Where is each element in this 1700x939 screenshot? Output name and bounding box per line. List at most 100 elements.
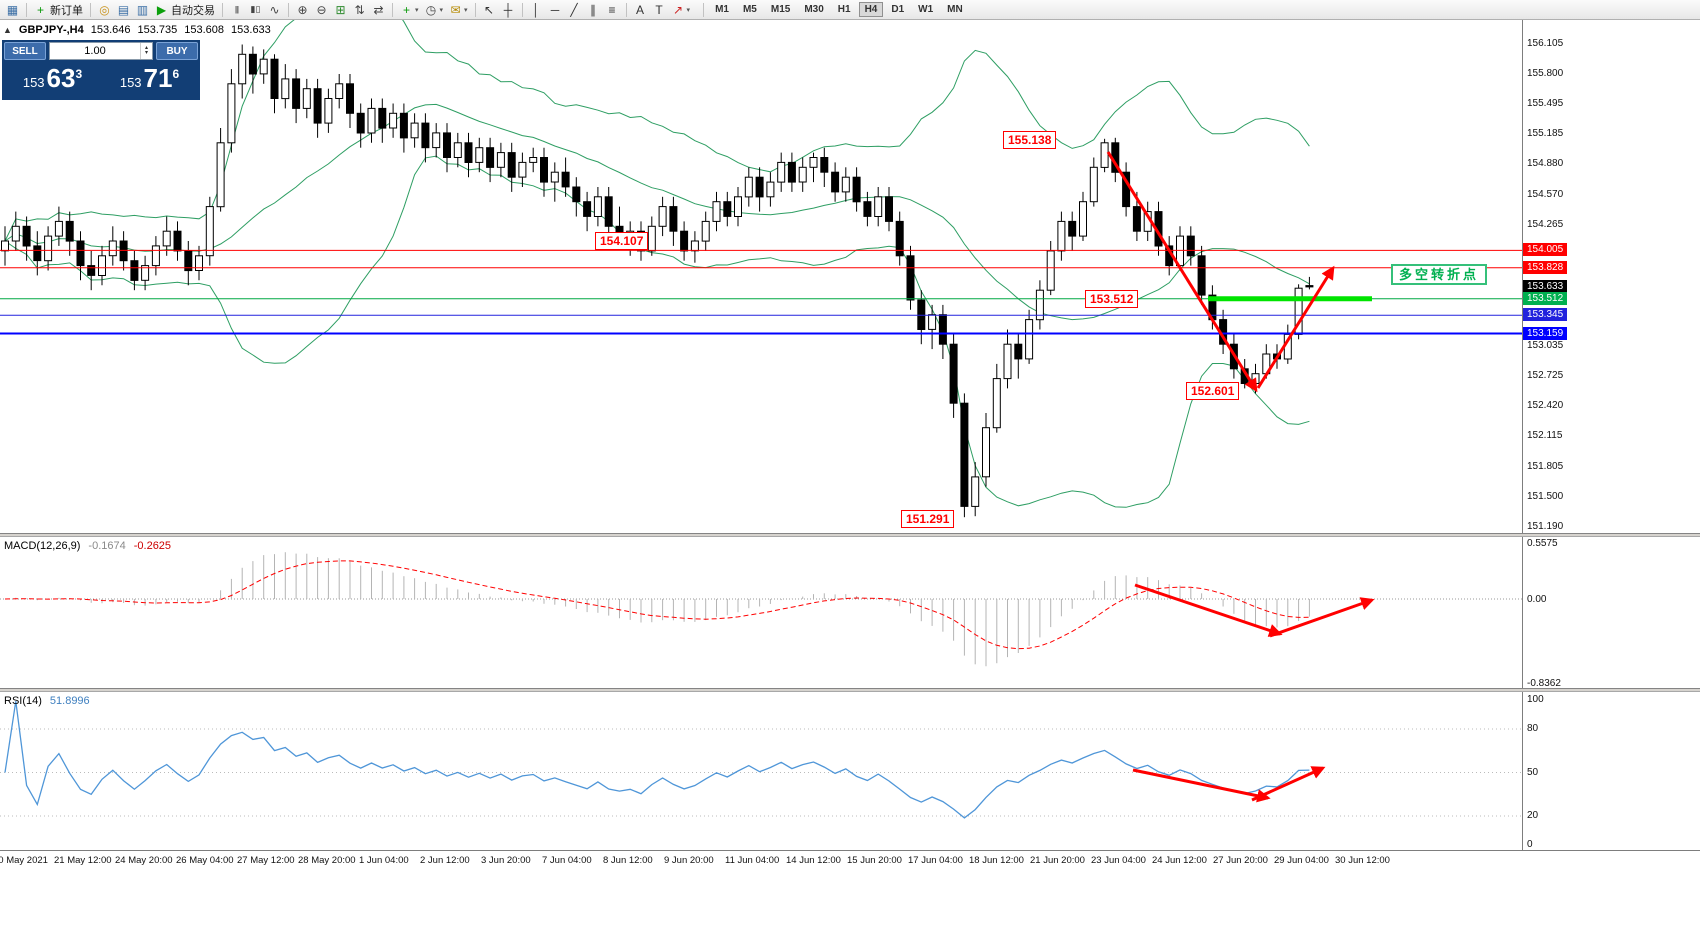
timeframe-m30[interactable]: M30 (804, 4, 824, 15)
scale-label: 155.495 (1527, 97, 1564, 109)
horizontal-line-icon[interactable]: ─ (546, 1, 565, 18)
spinner-up-icon[interactable]: ▴ (144, 45, 148, 51)
time-label: 28 May 20:00 (298, 855, 356, 866)
scale-label: 80 (1527, 723, 1539, 734)
time-label: 11 Jun 04:00 (725, 855, 780, 866)
arrows-tool-button-caret[interactable]: ▾ (686, 6, 691, 14)
price-badge: 153.345 (1523, 308, 1568, 322)
panel-separator[interactable] (0, 533, 1700, 537)
channel-icon[interactable]: ∥ (584, 1, 603, 18)
volume-field[interactable]: 1.00 ▴ ▾ (49, 42, 153, 60)
text-label-icon: T (655, 2, 663, 17)
time-label: 9 Jun 20:00 (664, 855, 714, 866)
periods-icon: ◷ (425, 2, 437, 17)
one-click-trading-panel: SELL 1.00 ▴ ▾ BUY 153633 153716 (2, 40, 200, 100)
spinner-down-icon[interactable]: ▾ (144, 50, 148, 56)
buy-price-main: 71 (143, 62, 173, 93)
cursor-icon[interactable]: ↖ (480, 1, 499, 18)
one-click-collapse-icon[interactable]: ▲ (3, 25, 12, 35)
chart-window-icon[interactable]: ▦ (3, 1, 22, 18)
toolbar-groups: ▦ + 新订单 ◎ ▤ ▥ ▶ 自动交易 ||| ▮▯ ∿ ⊕ ⊖ ⊞ ⇅ ⇄ + ▾ ◷ ▾ ✉ ▾ ↖ ┼ │ ─ ╱ ∥ ≡ A T ↗… (3, 1, 693, 18)
market-watch-icon[interactable]: ▤ (114, 1, 133, 18)
timeframe-m5[interactable]: M5 (742, 4, 757, 15)
timeframe-d1[interactable]: D1 (891, 4, 905, 15)
time-label: 23 Jun 04:00 (1091, 855, 1146, 866)
timeframe-h4[interactable]: H4 (858, 2, 884, 17)
macd-chart[interactable] (0, 537, 1522, 688)
tile-windows-icon: ⊞ (335, 2, 346, 17)
timeframe-m15[interactable]: M15 (770, 4, 791, 15)
indicators-button[interactable]: + ▾ (397, 1, 422, 18)
time-label: 15 Jun 20:00 (847, 855, 902, 866)
ohlc-open: 153.646 (90, 24, 131, 36)
panel-separator[interactable] (0, 688, 1700, 692)
fibonacci-icon[interactable]: ≡ (603, 1, 622, 18)
arrange-charts-icon[interactable]: ⇅ (350, 1, 369, 18)
timeframe-w1[interactable]: W1 (918, 4, 934, 15)
crosshair-icon[interactable]: ┼ (499, 1, 518, 18)
text-label-icon[interactable]: T (650, 1, 669, 18)
toolbar-separator (26, 2, 27, 17)
timeframe-h1[interactable]: H1 (837, 4, 851, 15)
cursor-icon: ↖ (484, 2, 495, 17)
periods-button-caret[interactable]: ▾ (439, 6, 444, 14)
timeframe-mn[interactable]: MN (947, 4, 963, 15)
price-annotation[interactable]: 153.512 (1085, 290, 1139, 308)
toolbar-separator (703, 2, 705, 17)
time-label: 30 Jun 12:00 (1335, 855, 1390, 866)
text-icon[interactable]: A (631, 1, 650, 18)
indicators-button-caret[interactable]: ▾ (415, 6, 419, 14)
indicators-icon: + (402, 2, 410, 17)
price-annotation[interactable]: 151.291 (901, 510, 955, 528)
data-window-icon[interactable]: ▥ (133, 1, 152, 18)
scale-label: 0 (1527, 839, 1533, 850)
macd-main-value: -0.1674 (88, 540, 126, 552)
new-order-button[interactable]: + 新订单 (31, 1, 86, 18)
sell-button[interactable]: SELL (4, 42, 46, 60)
periods-button[interactable]: ◷ ▾ (422, 1, 447, 18)
price-badge: 153.512 (1523, 291, 1568, 305)
volume-spinner[interactable]: ▴ ▾ (140, 43, 152, 59)
price-annotation[interactable]: 155.138 (1003, 131, 1057, 149)
buy-button[interactable]: BUY (156, 42, 198, 60)
time-label: 20 May 2021 (0, 855, 48, 866)
price-annotation[interactable]: 152.601 (1186, 382, 1240, 400)
zoom-out-icon[interactable]: ⊖ (312, 1, 331, 18)
autotrading-button[interactable]: ▶ 自动交易 (152, 1, 218, 18)
zoom-in-icon[interactable]: ⊕ (293, 1, 312, 18)
chart-window-icon: ▦ (6, 2, 19, 17)
vertical-line-icon[interactable]: │ (527, 1, 546, 18)
line-chart-icon[interactable]: ∿ (265, 1, 284, 18)
price-scale[interactable]: 156.105 155.800 155.495 155.185 154.880 154.5… (1522, 19, 1700, 850)
ohlc-close: 153.633 (231, 24, 271, 36)
arrange-charts-icon: ⇅ (354, 2, 365, 17)
templates-button[interactable]: ✉ ▾ (446, 1, 471, 18)
toolbar-separator (625, 2, 627, 17)
quote-bar: ▲ GBPJPY-,H4 153.646 153.735 153.608 153… (3, 24, 271, 36)
arrows-tool-button[interactable]: ↗ ▾ (669, 1, 694, 18)
rsi-value: 51.8996 (49, 695, 90, 707)
timeframe-m1[interactable]: M1 (715, 4, 729, 15)
trendline-icon[interactable]: ╱ (565, 1, 584, 18)
chart-title: GBPJPY-,H4 (18, 24, 84, 36)
scale-label: 154.265 (1527, 218, 1564, 230)
templates-button-caret[interactable]: ▾ (464, 6, 468, 14)
price-chart[interactable] (0, 19, 1522, 533)
strategy-tester-icon[interactable]: ◎ (95, 1, 114, 18)
scale-label: 151.190 (1527, 521, 1564, 532)
align-charts-icon[interactable]: ⇄ (369, 1, 388, 18)
turning-point-note[interactable]: 多空转折点 (1391, 264, 1488, 285)
tile-windows-icon[interactable]: ⊞ (331, 1, 350, 18)
candlestick-chart-icon[interactable]: ▮▯ (246, 1, 265, 18)
ohlc-high: 153.735 (137, 24, 178, 36)
scale-label: 153.035 (1527, 339, 1564, 351)
price-annotation[interactable]: 154.107 (595, 232, 649, 250)
vertical-line-icon: │ (532, 2, 540, 17)
macd-panel: MACD(12,26,9) -0.1674 -0.2625 (0, 537, 1522, 688)
volume-value: 1.00 (84, 45, 106, 57)
rsi-chart[interactable] (0, 692, 1522, 850)
bar-chart-icon[interactable]: ||| (227, 1, 246, 18)
time-label: 27 Jun 20:00 (1213, 855, 1268, 866)
bar-chart-icon: ||| (234, 4, 239, 14)
